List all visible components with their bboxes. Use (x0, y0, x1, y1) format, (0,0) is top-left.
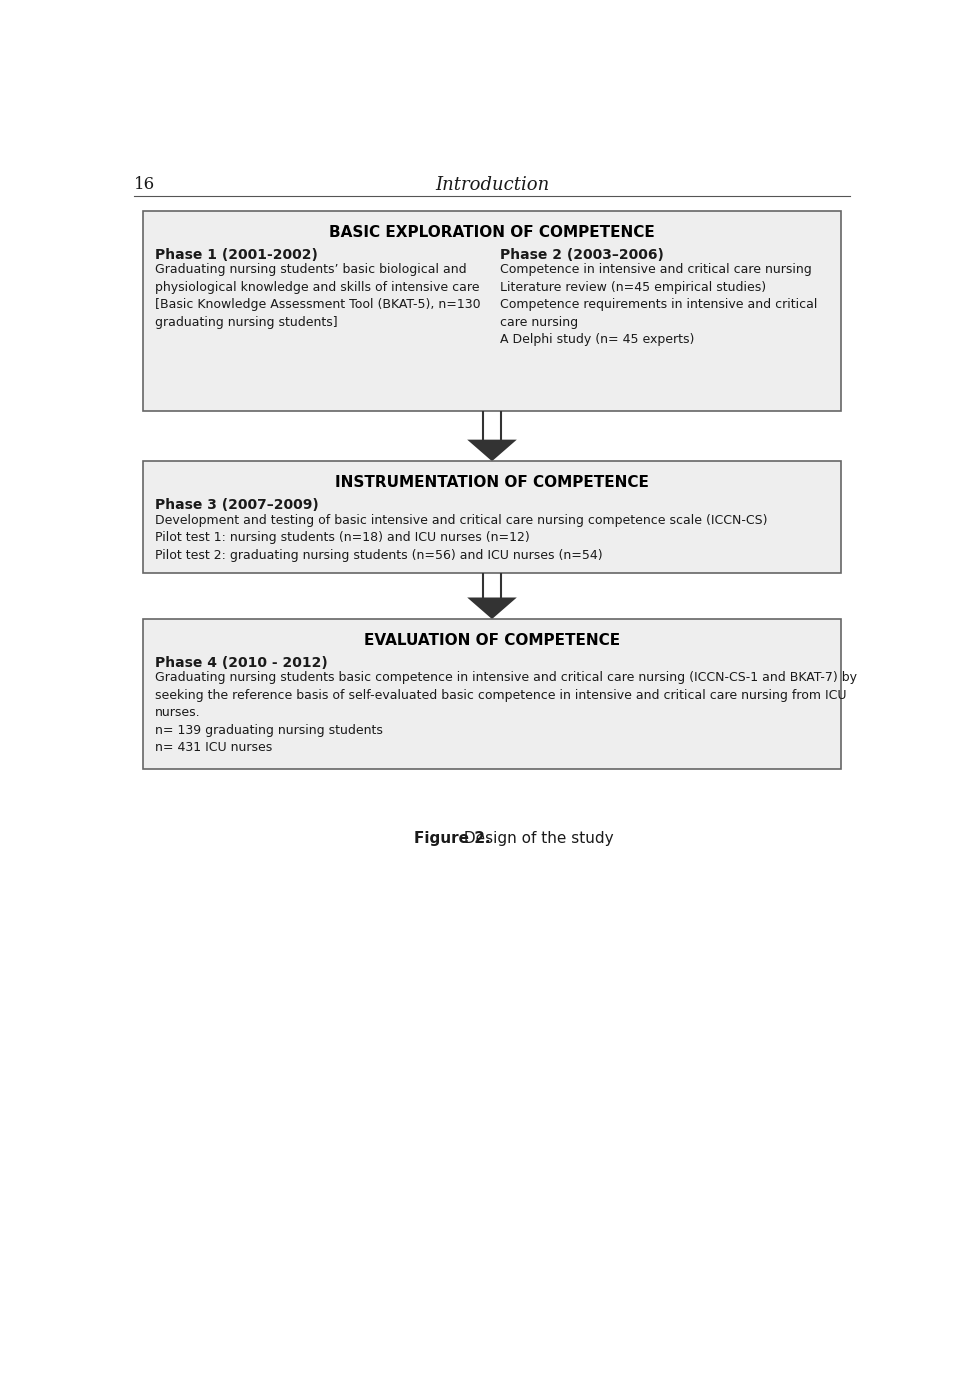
Text: Phase 3 (2007–2009): Phase 3 (2007–2009) (155, 498, 319, 512)
Text: Design of the study: Design of the study (460, 831, 614, 846)
Text: Phase 1 (2001-2002): Phase 1 (2001-2002) (155, 249, 318, 262)
Text: Phase 4 (2010 - 2012): Phase 4 (2010 - 2012) (155, 656, 327, 670)
Text: EVALUATION OF COMPETENCE: EVALUATION OF COMPETENCE (364, 633, 620, 648)
Text: Competence in intensive and critical care nursing
Literature review (n=45 empiri: Competence in intensive and critical car… (500, 264, 817, 346)
Text: BASIC EXPLORATION OF COMPETENCE: BASIC EXPLORATION OF COMPETENCE (329, 225, 655, 240)
Text: Figure 2.: Figure 2. (415, 831, 492, 846)
Text: Phase 2 (2003–2006): Phase 2 (2003–2006) (500, 249, 663, 262)
Text: Introduction: Introduction (435, 176, 549, 194)
Bar (143, 211, 841, 411)
Polygon shape (468, 597, 516, 619)
Text: Graduating nursing students’ basic biological and
physiological knowledge and sk: Graduating nursing students’ basic biolo… (155, 264, 481, 328)
Bar (143, 461, 841, 573)
Text: Graduating nursing students basic competence in intensive and critical care nurs: Graduating nursing students basic compet… (155, 671, 857, 754)
Text: INSTRUMENTATION OF COMPETENCE: INSTRUMENTATION OF COMPETENCE (335, 475, 649, 490)
Text: 16: 16 (134, 176, 156, 192)
Text: Development and testing of basic intensive and critical care nursing competence : Development and testing of basic intensi… (155, 514, 767, 562)
Bar (143, 619, 841, 769)
Polygon shape (468, 439, 516, 461)
